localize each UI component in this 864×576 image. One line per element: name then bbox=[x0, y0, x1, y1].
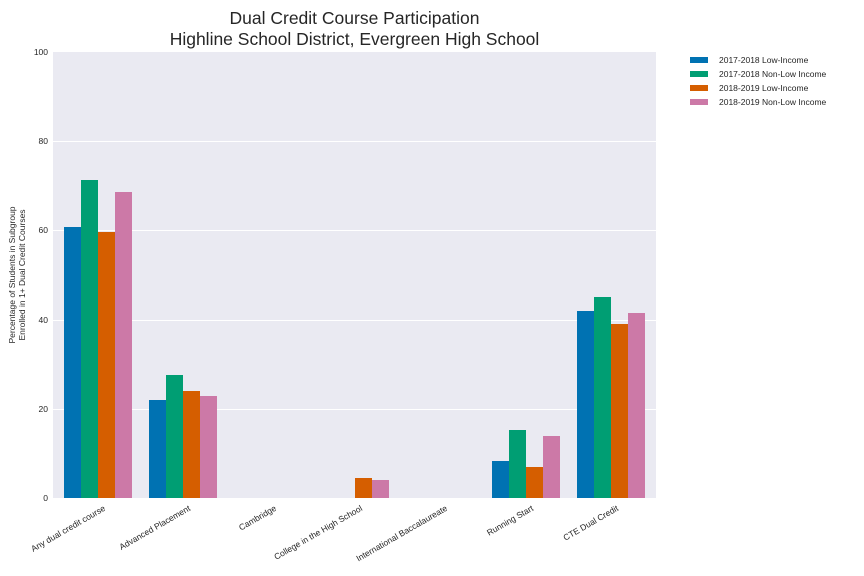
legend-label: 2017-2018 Low-Income bbox=[719, 55, 809, 65]
chart-subtitle: Highline School District, Evergreen High… bbox=[169, 29, 540, 49]
x-tick-label: Advanced Placement bbox=[117, 503, 193, 552]
legend-item: 2018-2019 Non-Low Income bbox=[690, 95, 826, 109]
y-tick-label: 20 bbox=[38, 403, 48, 414]
legend-swatch-icon bbox=[690, 71, 708, 77]
y-axis-label-line1: Percentage of Students in Subgroup bbox=[7, 206, 17, 344]
y-tick-label: 60 bbox=[38, 225, 48, 236]
bar bbox=[628, 312, 646, 498]
gridline bbox=[53, 141, 656, 143]
y-tick-label: 40 bbox=[38, 314, 48, 325]
bar bbox=[63, 226, 81, 498]
bar bbox=[525, 466, 543, 498]
legend-item: 2018-2019 Low-Income bbox=[690, 81, 826, 95]
bar bbox=[371, 480, 389, 498]
chart-title-line1: Dual Credit Course Participation bbox=[229, 8, 480, 28]
bar bbox=[577, 311, 595, 498]
y-axis-label-line2: Enrolled in 1+ Dual Credit Courses bbox=[17, 209, 27, 341]
gridline bbox=[53, 230, 656, 232]
bar bbox=[611, 324, 629, 498]
y-tick-label: 80 bbox=[38, 136, 48, 147]
x-tick-label: CTE Dual Credit bbox=[561, 503, 621, 543]
bar bbox=[594, 296, 612, 498]
legend-label: 2017-2018 Non-Low Income bbox=[719, 69, 827, 79]
x-tick-label: Any dual credit course bbox=[28, 503, 107, 554]
legend: 2017-2018 Low-Income 2017-2018 Non-Low In… bbox=[690, 53, 826, 109]
gridline bbox=[53, 408, 656, 410]
bar bbox=[114, 192, 132, 498]
bar bbox=[166, 374, 184, 498]
y-axis-label: Percentage of Students in Subgroup Enrol… bbox=[7, 206, 27, 343]
plot-area bbox=[53, 52, 656, 498]
legend-item: 2017-2018 Non-Low Income bbox=[690, 67, 826, 81]
y-tick-label: 100 bbox=[33, 47, 48, 57]
bar bbox=[97, 232, 115, 498]
legend-swatch-icon bbox=[690, 85, 708, 91]
legend-swatch-icon bbox=[690, 57, 708, 63]
gridline bbox=[53, 319, 656, 321]
legend-item: 2017-2018 Low-Income bbox=[690, 53, 826, 67]
x-tick-label: Cambridge bbox=[236, 503, 278, 533]
legend-label: 2018-2019 Non-Low Income bbox=[719, 97, 827, 107]
chart-title: Dual Credit Course Participation Highlin… bbox=[53, 8, 656, 50]
x-tick-label: College in the High School bbox=[271, 503, 364, 562]
legend-swatch-icon bbox=[690, 99, 708, 105]
bar bbox=[80, 180, 98, 498]
bar bbox=[491, 460, 509, 498]
bar bbox=[149, 399, 167, 498]
x-tick-label: International Baccalaureate bbox=[354, 503, 450, 564]
x-tick-label: Running Start bbox=[484, 503, 535, 538]
bar bbox=[542, 436, 560, 498]
bar bbox=[183, 390, 201, 498]
legend-label: 2018-2019 Low-Income bbox=[719, 83, 809, 93]
bar bbox=[354, 477, 372, 498]
bar bbox=[200, 395, 218, 498]
y-tick-label: 0 bbox=[43, 493, 48, 503]
bar bbox=[508, 430, 526, 498]
